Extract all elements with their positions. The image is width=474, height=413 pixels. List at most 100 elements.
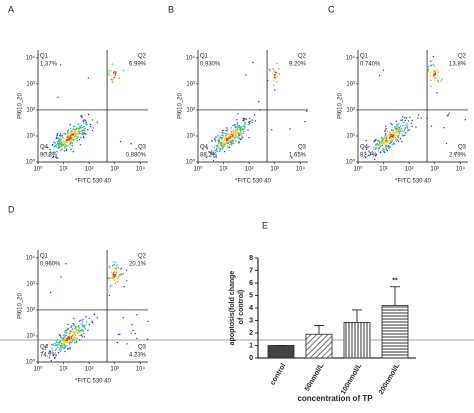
event-dot	[221, 146, 223, 148]
event-dot	[55, 150, 58, 153]
event-dot	[83, 119, 85, 121]
event-dot	[389, 136, 391, 138]
y-tick-label: 10¹	[26, 134, 35, 140]
y-tick-label: 10¹	[346, 134, 355, 140]
event-dot	[111, 271, 113, 273]
event-dot	[69, 133, 72, 135]
event-dot	[87, 77, 90, 79]
event-dot	[59, 133, 62, 135]
event-dot	[408, 129, 410, 131]
event-dot	[52, 354, 54, 356]
event-dot	[111, 277, 114, 280]
event-dot	[398, 127, 400, 129]
event-dot	[405, 132, 407, 134]
event-dot	[304, 120, 306, 123]
x-axis-label: *FITC 530 40	[75, 179, 111, 185]
event-dot	[238, 137, 240, 139]
event-dot	[232, 142, 235, 144]
x-tick-label: 100nmol/L	[340, 362, 364, 396]
event-dot	[391, 134, 393, 136]
event-dot	[59, 350, 62, 353]
event-dot	[374, 155, 377, 157]
event-dot	[218, 139, 221, 141]
event-dot	[385, 144, 387, 146]
event-dot	[67, 145, 69, 147]
event-dot	[60, 150, 62, 152]
quadrant-percent: 0.880%	[126, 153, 147, 159]
event-dot	[391, 124, 393, 126]
event-dot	[383, 142, 385, 144]
x-tick-label: 50nmol/L	[304, 362, 326, 393]
event-dot	[78, 136, 80, 138]
event-dot	[211, 154, 213, 156]
event-dot	[415, 126, 417, 128]
panel-label: C	[328, 4, 335, 14]
event-dot	[238, 126, 241, 128]
event-dot	[427, 70, 430, 72]
event-dot	[80, 130, 83, 132]
event-dot	[72, 322, 74, 325]
event-dot	[221, 144, 223, 146]
event-dot	[241, 129, 243, 131]
event-dot	[91, 320, 93, 322]
x-tick-label: 10¹	[219, 167, 228, 173]
y-tick-label: 10⁰	[26, 359, 36, 366]
quadrant-name: Q3	[458, 145, 467, 151]
quadrant-name: Q2	[138, 254, 147, 260]
event-dot	[78, 139, 81, 141]
event-dot	[236, 136, 239, 138]
error-bar	[352, 309, 362, 323]
event-dot	[236, 132, 238, 134]
event-dot	[380, 137, 383, 139]
event-dot	[113, 76, 116, 79]
y-tick-label: 10³	[26, 81, 35, 87]
event-dot	[392, 134, 395, 136]
event-dot	[62, 334, 65, 336]
event-dot	[65, 133, 67, 135]
event-dot	[407, 123, 409, 125]
event-dot	[271, 72, 273, 75]
event-dot	[411, 119, 413, 122]
event-dot	[85, 122, 87, 124]
event-dot	[96, 121, 99, 123]
event-dot	[75, 328, 77, 330]
event-dot	[87, 129, 89, 131]
event-dot	[59, 139, 61, 142]
event-dot	[385, 128, 387, 130]
event-dot	[47, 146, 49, 148]
event-dot	[57, 146, 59, 148]
event-dot	[245, 118, 247, 121]
event-dot	[223, 137, 226, 140]
event-dot	[219, 144, 222, 146]
event-dot	[114, 275, 116, 278]
event-dot	[56, 134, 59, 137]
event-dot	[59, 334, 62, 337]
event-dot	[206, 148, 208, 150]
event-dot	[213, 153, 215, 155]
event-dot	[80, 319, 82, 321]
event-dot	[57, 341, 59, 344]
event-dot	[218, 150, 221, 152]
event-dot	[212, 159, 215, 162]
event-dot	[367, 154, 370, 156]
event-dot	[274, 78, 276, 80]
event-dot	[68, 143, 71, 145]
event-dot	[122, 272, 125, 275]
quadrant-percent: 90.8%	[40, 153, 58, 159]
y-tick-label: 6	[249, 280, 253, 287]
event-dot	[76, 337, 78, 339]
event-dot	[406, 125, 408, 127]
event-dot	[82, 326, 85, 328]
event-dot	[276, 75, 279, 78]
panel-label: A	[8, 4, 14, 14]
event-dot	[226, 127, 228, 129]
y-tick-label: 10⁰	[186, 159, 196, 166]
event-dot	[76, 131, 78, 134]
event-dot	[61, 135, 64, 137]
event-dot	[63, 338, 66, 341]
event-dot	[379, 145, 382, 147]
quadrant-percent: 13.8%	[449, 62, 467, 68]
event-dot	[66, 136, 68, 139]
panel-label: E	[262, 220, 268, 230]
quadrant-percent: 0.960%	[40, 262, 61, 268]
